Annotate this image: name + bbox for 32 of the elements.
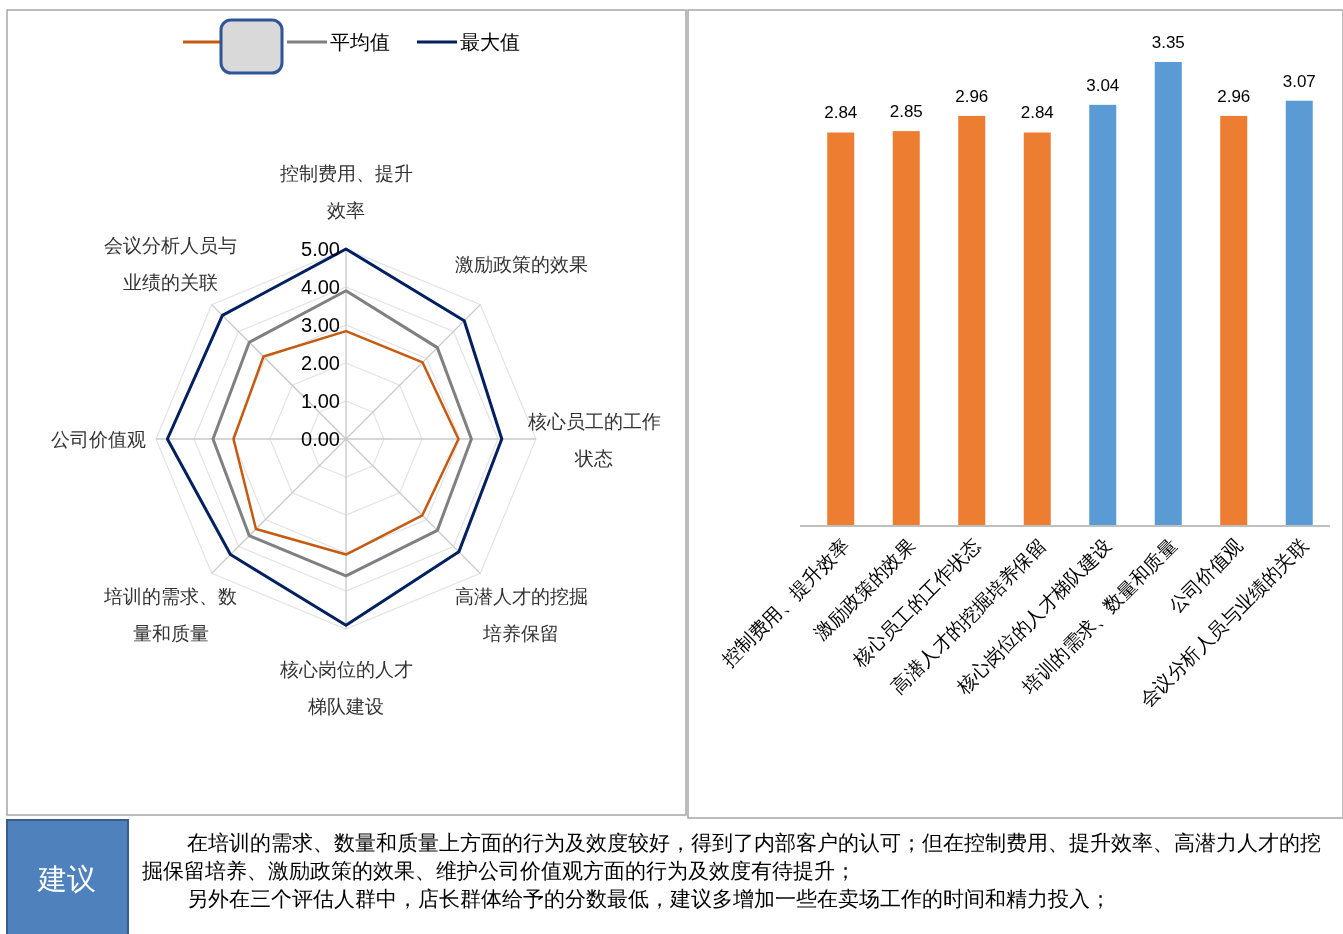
y-tick-label: 5.00 <box>301 238 340 260</box>
spoke-label: 激励政策的效果 <box>454 253 588 275</box>
text: 另外在三个评估人群中，店长群体给予的分数最低，建议多增加一些在卖场工作的时间和精力投入； <box>186 886 1112 912</box>
spoke-label: 核心员工的工作状态 <box>526 410 661 469</box>
spoke-label: 公司价值观 <box>50 429 146 450</box>
y-tick-label: 4.00 <box>301 276 340 298</box>
data-label: 3.35 <box>1151 33 1185 52</box>
data-label: 2.96 <box>955 86 989 106</box>
data-label: 2.85 <box>889 102 923 122</box>
spoke-label: 控制费用、提升效率 <box>279 162 413 221</box>
y-tick-label: 0.00 <box>301 428 340 450</box>
legend-label: 平均值 <box>330 31 390 53</box>
text: 建议 <box>37 863 96 895</box>
y-tick-label: 2.00 <box>301 352 340 374</box>
bar <box>1023 132 1051 525</box>
data-label: 3.07 <box>1282 71 1316 91</box>
data-label: 3.04 <box>1086 75 1120 95</box>
data-label: 2.96 <box>1217 86 1251 106</box>
data-label: 2.84 <box>824 103 858 123</box>
bar <box>1220 115 1248 525</box>
text: 在培训的需求、数量和质量上方面的行为及效度较好，得到了内部客户的认可；但在控制费用、提升效率、高潜力人才的挖掘保留培养、激励政策的效果、维护公司价值观方面的行为及效度有待提升； <box>142 830 1322 884</box>
bar <box>892 131 920 525</box>
bar <box>958 115 986 525</box>
bar <box>1089 104 1117 525</box>
bar <box>1285 100 1313 525</box>
bar <box>1154 62 1182 525</box>
data-label: 2.84 <box>1020 103 1054 123</box>
y-tick-label: 1.00 <box>301 390 340 412</box>
spoke-label: 会议分析人员与业绩的关联 <box>104 235 238 294</box>
bar <box>827 132 855 525</box>
legend-label: 最大值 <box>460 31 520 53</box>
y-tick-label: 3.00 <box>301 314 340 336</box>
